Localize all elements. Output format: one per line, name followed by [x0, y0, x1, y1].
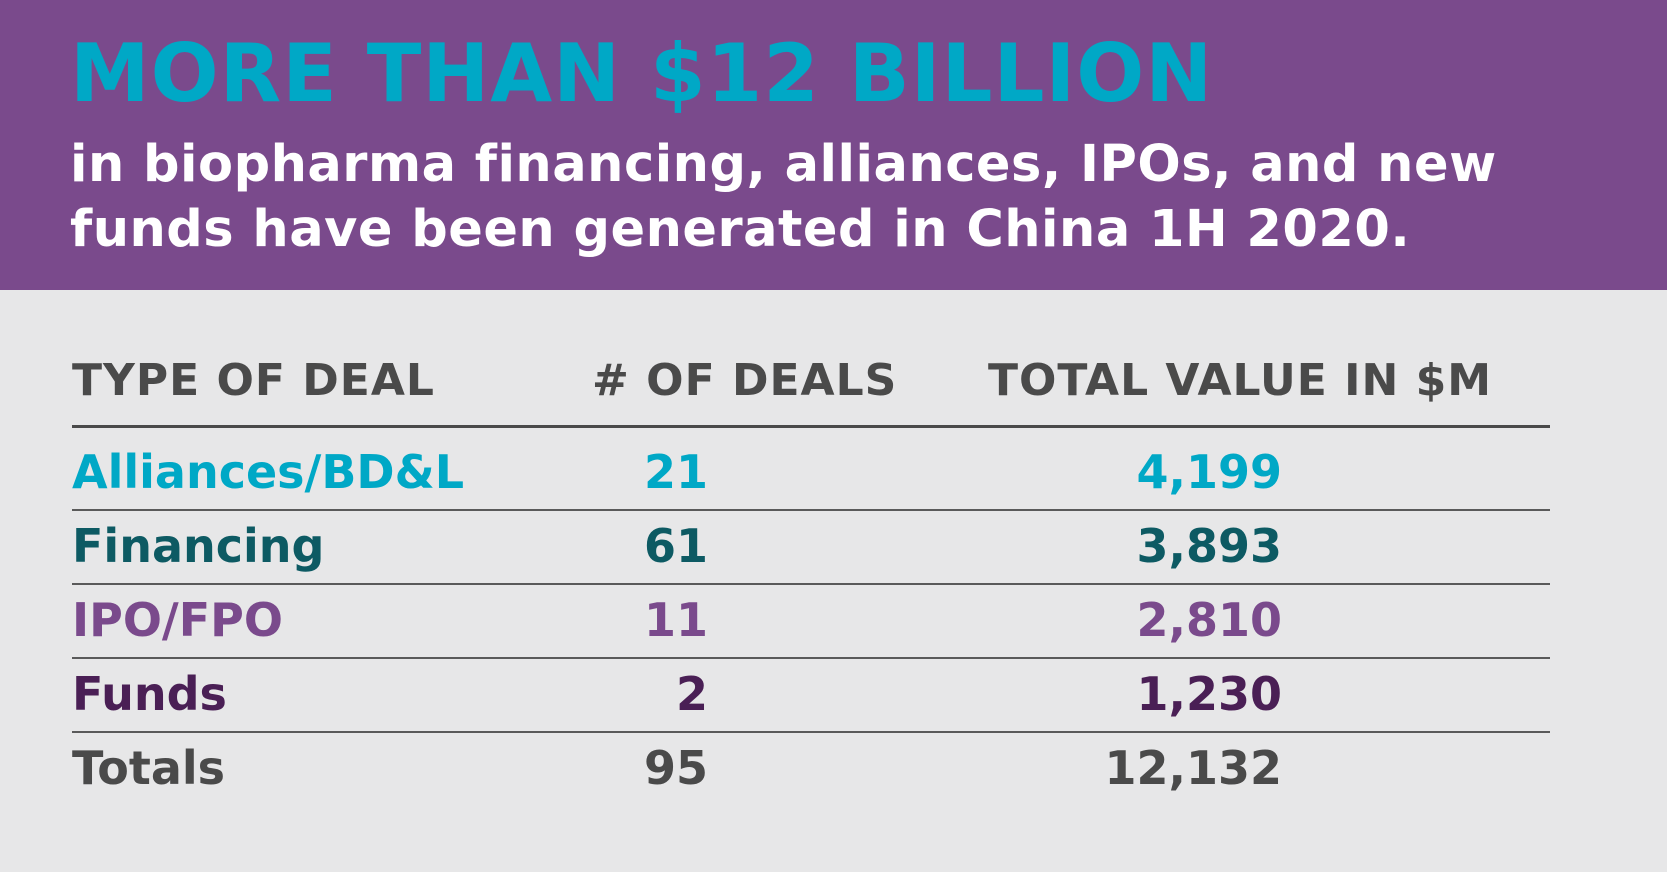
row-divider	[72, 657, 1550, 659]
table-row-alliances: Alliances/BD&L 21 4,199	[72, 433, 1550, 511]
row-count: 21	[643, 445, 708, 499]
header-banner: MORE THAN $12 BILLION in biopharma finan…	[0, 0, 1667, 290]
header-divider	[72, 425, 1550, 428]
column-header-value: TOTAL VALUE IN $M	[988, 355, 1493, 406]
row-type: Funds	[72, 667, 227, 721]
row-divider	[72, 731, 1550, 733]
table-row-financing: Financing 61 3,893	[72, 507, 1550, 585]
row-count: 2	[675, 667, 708, 721]
row-type: Financing	[72, 519, 325, 573]
headline: MORE THAN $12 BILLION	[70, 27, 1214, 120]
row-value: 2,810	[1136, 593, 1282, 647]
row-count: 61	[643, 519, 708, 573]
row-value: 4,199	[1136, 445, 1282, 499]
row-divider	[72, 509, 1550, 511]
subheadline-line-1: in biopharma financing, alliances, IPOs,…	[70, 135, 1497, 194]
row-type: Totals	[72, 741, 226, 795]
row-value: 1,230	[1136, 667, 1282, 721]
table-row-ipo-fpo: IPO/FPO 11 2,810	[72, 581, 1550, 659]
table-row-funds: Funds 2 1,230	[72, 655, 1550, 733]
column-header-count: # OF DEALS	[592, 355, 898, 406]
row-count: 11	[643, 593, 708, 647]
column-header-type: TYPE OF DEAL	[72, 355, 435, 406]
row-type: IPO/FPO	[72, 593, 283, 647]
subheadline-line-2: funds have been generated in China 1H 20…	[70, 200, 1411, 259]
row-count: 95	[643, 741, 708, 795]
row-value: 3,893	[1136, 519, 1282, 573]
subheadline: in biopharma financing, alliances, IPOs,…	[70, 132, 1497, 262]
row-value: 12,132	[1104, 741, 1282, 795]
row-divider	[72, 583, 1550, 585]
table-row-totals: Totals 95 12,132	[72, 729, 1550, 807]
row-type: Alliances/BD&L	[72, 445, 465, 499]
